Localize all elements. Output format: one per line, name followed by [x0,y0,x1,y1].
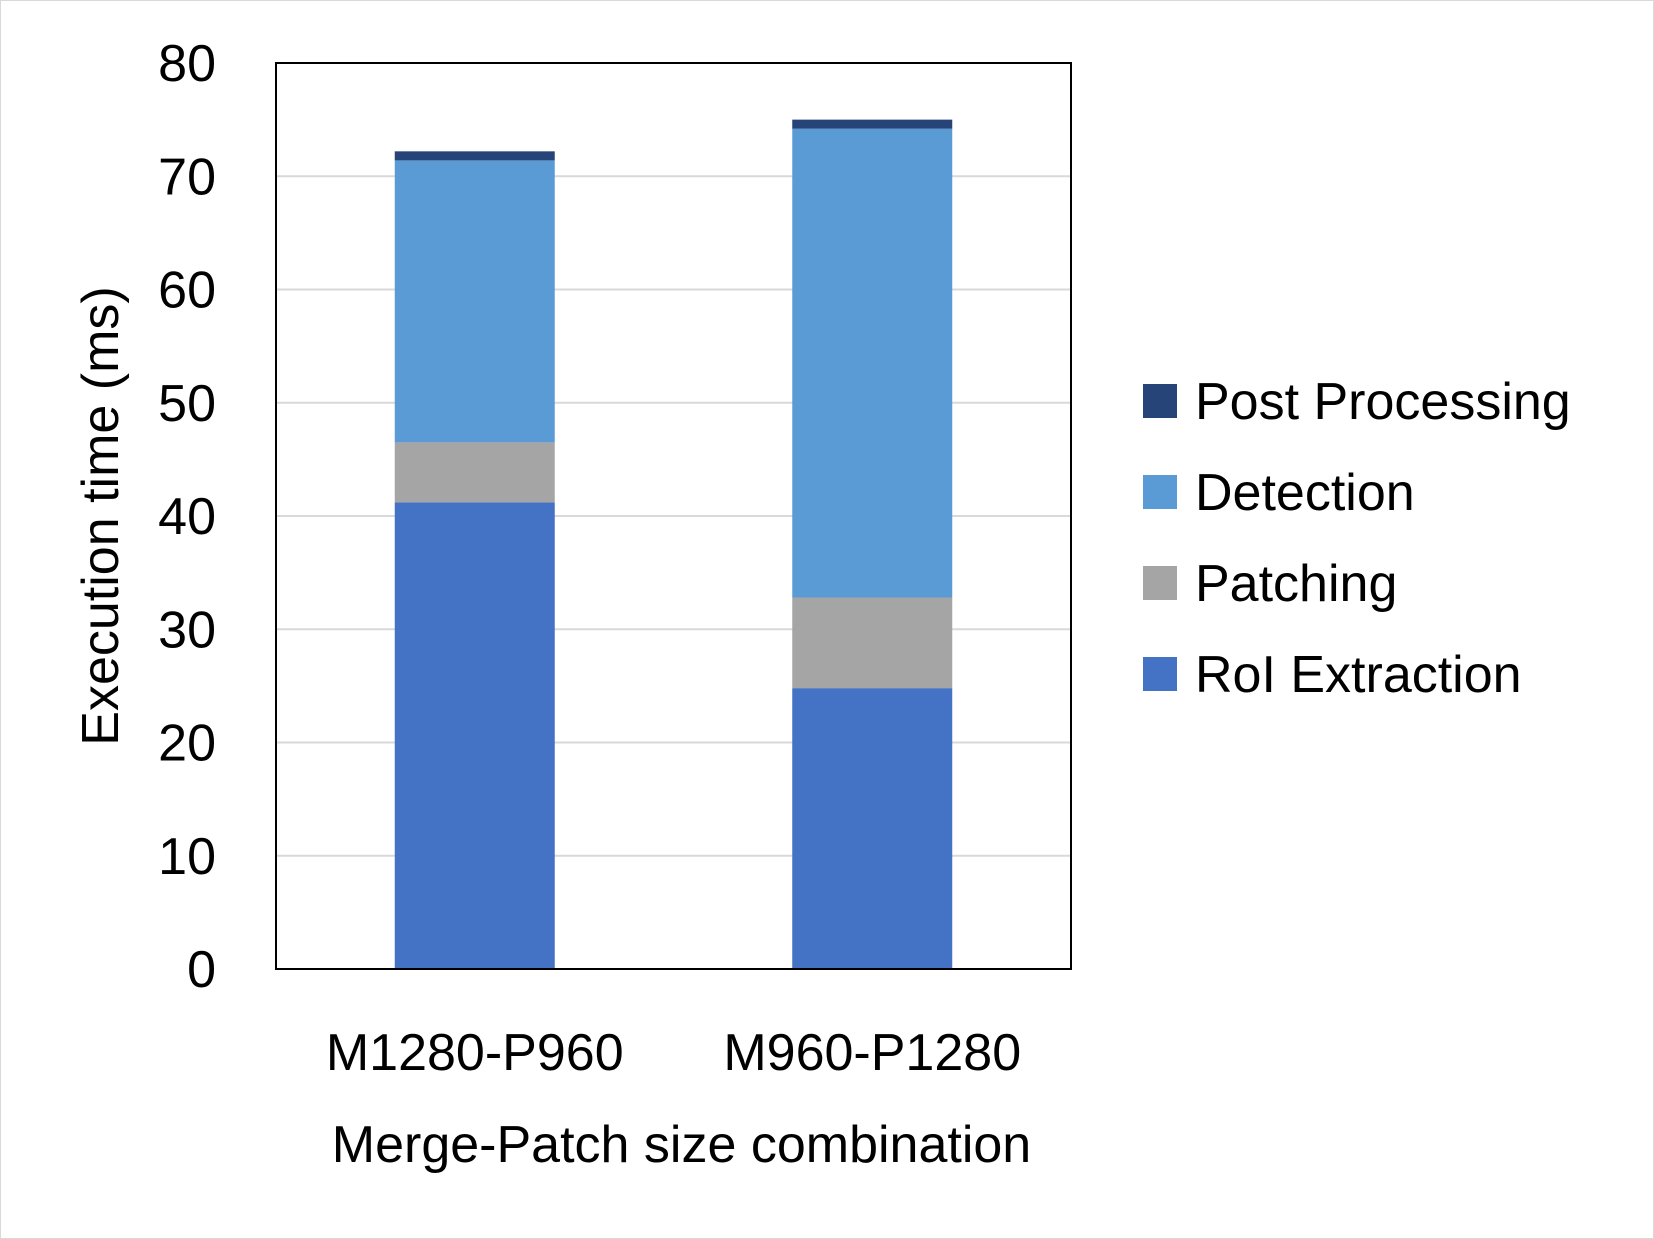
y-tick-label: 10 [158,828,216,886]
legend-swatch [1143,384,1177,418]
y-tick-label: 20 [158,715,216,773]
y-tick-label: 70 [158,148,216,206]
y-tick-label: 40 [158,488,216,546]
bar-segment-patching [792,597,953,689]
legend-label: Post Processing [1195,373,1571,431]
bar-segment-roi-extraction [394,502,555,969]
bar-segment-patching [394,442,555,503]
y-axis-title: Execution time (ms) [72,286,130,745]
x-axis-ticks: M1280-P960 M960-P1280 [326,1024,1021,1082]
bar-segment-roi-extraction [792,688,953,969]
y-tick-label: 50 [158,375,216,433]
y-tick-label: 60 [158,262,216,320]
y-tick-label: 30 [158,601,216,659]
y-tick-label: 80 [158,35,216,93]
y-axis-ticks: 0 10 20 30 40 50 60 70 80 [158,35,216,999]
x-tick-label: M960-P1280 [723,1024,1021,1082]
y-tick-label: 0 [187,941,216,999]
legend: Post Processing Detection Patching RoI Extr… [1143,373,1571,704]
plot-area-border [275,62,1072,970]
legend-swatch [1143,566,1177,600]
legend-label: RoI Extraction [1195,646,1522,704]
bar-segment-detection [792,128,953,598]
legend-label: Patching [1195,555,1397,613]
bar-segment-post-processing [394,151,555,161]
bar-segment-post-processing [792,119,953,129]
legend-label: Detection [1195,464,1415,522]
legend-swatch [1143,657,1177,691]
bar-segment-detection [394,160,555,443]
bars [394,119,953,969]
x-tick-label: M1280-P960 [326,1024,624,1082]
legend-swatch [1143,475,1177,509]
x-axis-title: Merge-Patch size combination [332,1116,1031,1174]
